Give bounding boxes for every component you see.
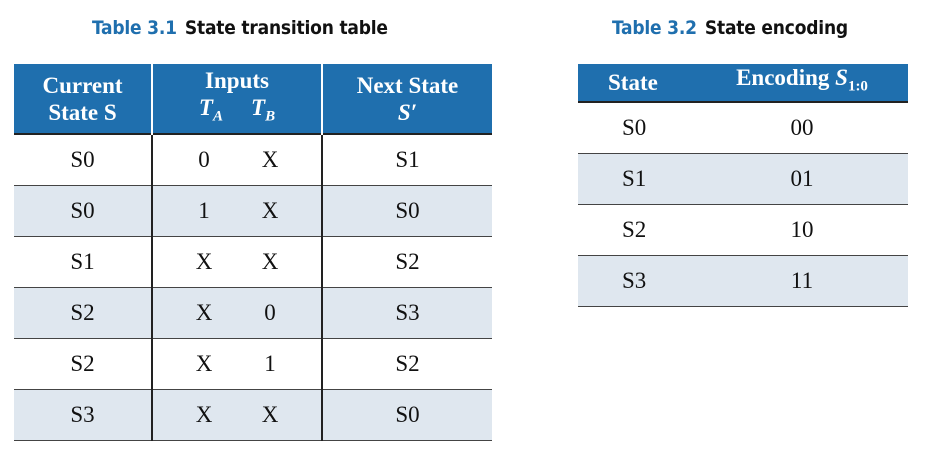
state-encoding-table: State Encoding S1:0 S0 00 S1 01 S2 10 S3 11 [578, 64, 908, 307]
header-state: State [578, 64, 696, 102]
caption-number: Table 3.2 [612, 17, 697, 39]
header-row: Current State S Inputs TA TB Next State … [14, 64, 492, 134]
cell-encoding: 11 [696, 255, 908, 306]
cell-state: S2 [622, 216, 647, 242]
cell-tb: X [261, 197, 279, 223]
table-3-1-caption: Table 3.1 State transition table [92, 17, 388, 39]
cell-current-state: S0 [14, 134, 153, 185]
table-row: S0 1 X S0 [14, 185, 492, 236]
cell-encoding: 01 [696, 153, 908, 204]
cell-next-state: S2 [395, 350, 420, 376]
cell-encoding: 10 [790, 216, 814, 242]
table-row: S1 X X S2 [14, 236, 492, 287]
table-row: S2 10 [578, 204, 908, 255]
table-row: S3 11 [578, 255, 908, 306]
caption-number: Table 3.1 [92, 17, 177, 39]
caption-title: State transition table [184, 17, 388, 39]
header-inputs: Inputs TA TB [152, 64, 323, 134]
cell-state: S0 [622, 114, 647, 140]
state-transition-table: Current State S Inputs TA TB Next State … [14, 64, 492, 441]
header-current-line1: Current [42, 72, 123, 98]
table-row: S0 0 X S1 [14, 134, 492, 185]
cell-state: S1 [578, 153, 696, 204]
header-tb: TB [251, 94, 276, 125]
cell-current-state: S3 [14, 389, 153, 440]
header-encoding: Encoding S1:0 [696, 64, 908, 102]
header-ta: TA [198, 94, 223, 125]
table-row: S0 00 [578, 102, 908, 153]
header-current-text: State S [48, 99, 117, 125]
cell-ta: 1 [198, 197, 210, 223]
cell-ta: X [195, 401, 213, 427]
cell-next-state: S0 [322, 389, 492, 440]
table-row: S3 X X S0 [14, 389, 492, 440]
cell-current-state: S1 [14, 236, 153, 287]
header-current-state: Current State S [14, 64, 153, 134]
cell-state: S3 [578, 255, 696, 306]
table-row: S1 01 [578, 153, 908, 204]
cell-next-state: S0 [322, 185, 492, 236]
cell-current-state: S2 [14, 338, 153, 389]
cell-current-state: S0 [14, 185, 153, 236]
table-row: S2 X 0 S3 [14, 287, 492, 338]
cell-next-state: S1 [395, 146, 420, 172]
cell-ta: X [195, 248, 213, 274]
cell-ta: X [195, 299, 213, 325]
header-next-state: Next State S′ [322, 64, 492, 134]
cell-current-state: S2 [14, 287, 153, 338]
header-next-line1: Next State [356, 72, 459, 98]
cell-next-state: S3 [322, 287, 492, 338]
cell-encoding: 00 [790, 114, 814, 140]
header-next-line2: S′ [397, 99, 418, 125]
caption-title: State encoding [704, 17, 848, 39]
cell-tb: X [261, 146, 279, 172]
table-row: S2 X 1 S2 [14, 338, 492, 389]
cell-next-state: S2 [395, 248, 420, 274]
header-row: State Encoding S1:0 [578, 64, 908, 102]
table-3-2-caption: Table 3.2 State encoding [612, 17, 848, 39]
cell-tb: 0 [264, 299, 276, 325]
cell-tb: X [261, 248, 279, 274]
cell-ta: 0 [198, 146, 210, 172]
header-current-line2: State S [14, 99, 151, 126]
cell-tb: X [261, 401, 279, 427]
cell-tb: 1 [264, 350, 276, 376]
header-inputs-label: Inputs [205, 67, 269, 93]
cell-ta: X [195, 350, 213, 376]
